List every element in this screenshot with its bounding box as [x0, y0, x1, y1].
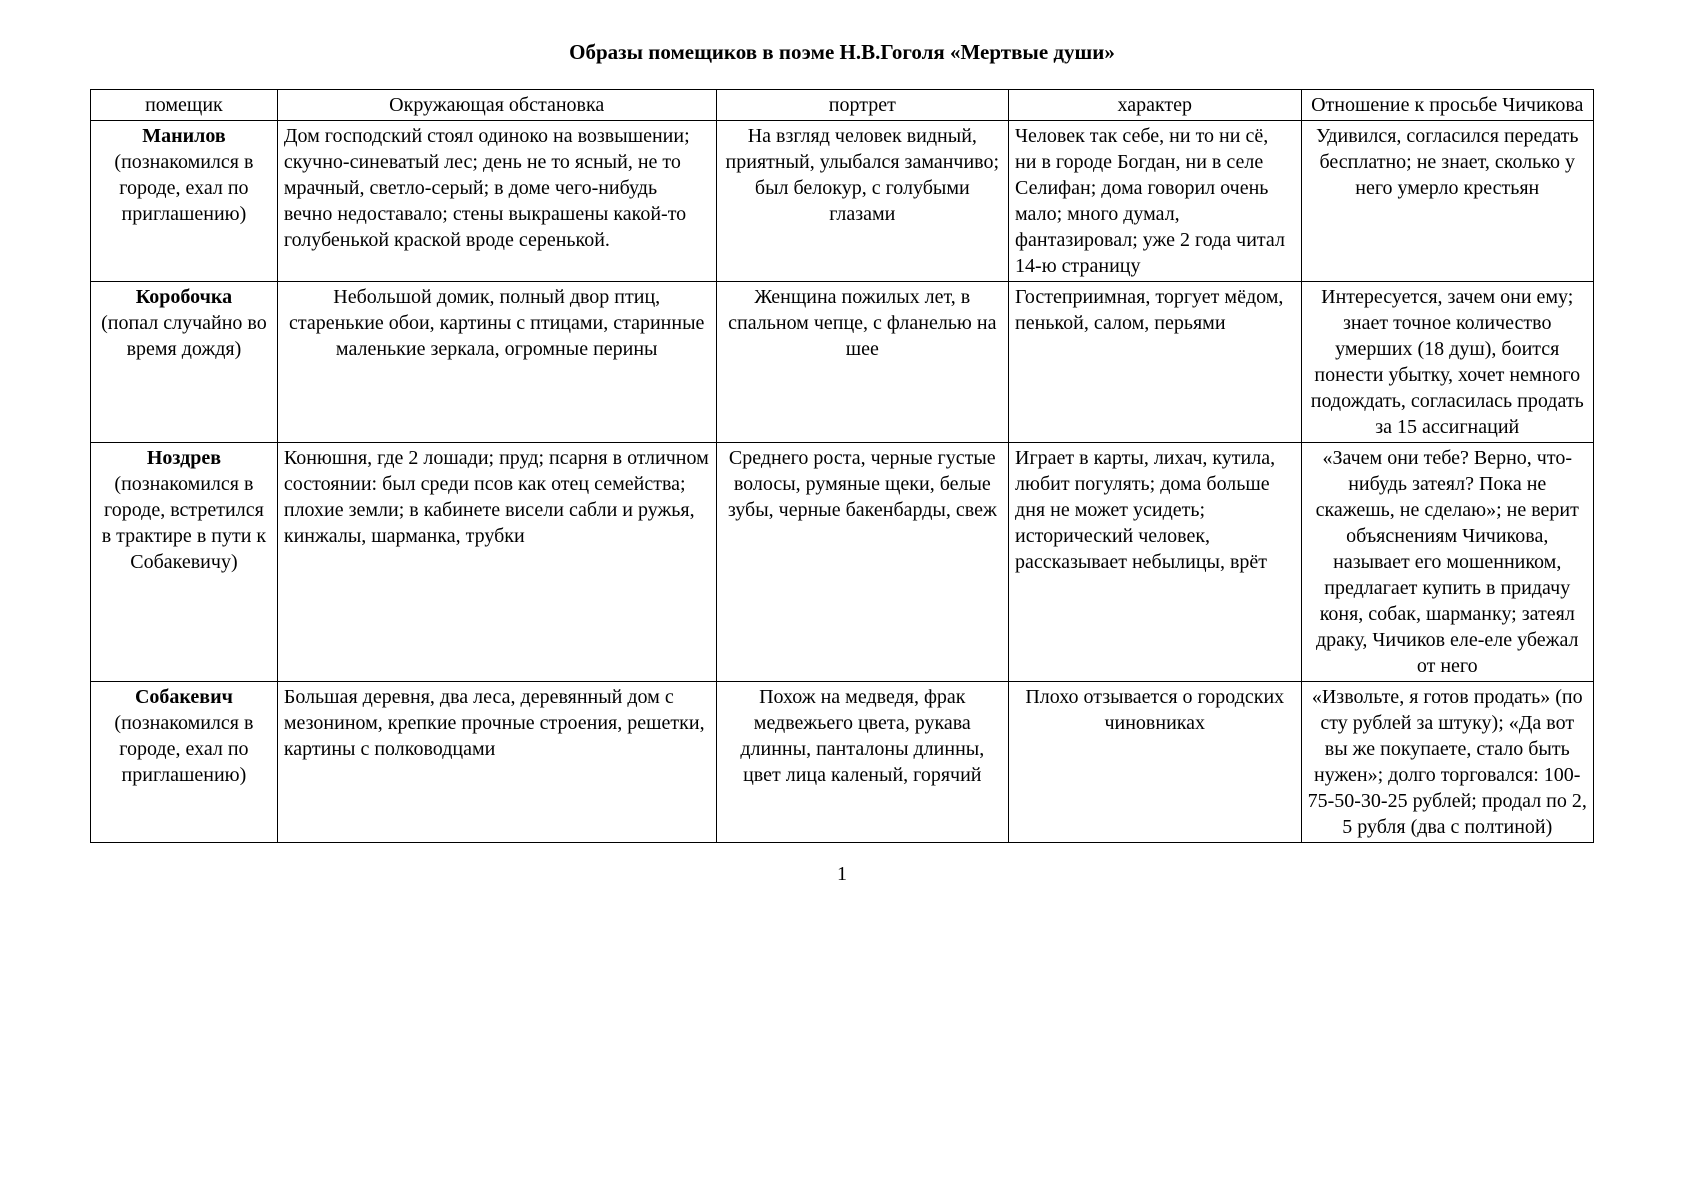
cell-setting: Небольшой домик, полный двор птиц, старе…	[277, 282, 716, 443]
table-row: Ноздрев (познакомился в городе, встретил…	[91, 443, 1594, 682]
landlords-table: помещик Окружающая обстановка портрет ха…	[90, 89, 1594, 843]
landlord-name: Коробочка	[136, 286, 232, 308]
landlord-context: (познакомился в городе, ехал по приглаше…	[114, 712, 253, 786]
col-header-attitude: Отношение к просьбе Чичикова	[1301, 90, 1594, 121]
cell-portrait: Похож на медведя, фрак медвежьего цвета,…	[716, 682, 1008, 843]
landlord-context: (познакомился в городе, встретился в тра…	[102, 473, 266, 573]
table-row: Манилов (познакомился в городе, ехал по …	[91, 121, 1594, 282]
table-row: Коробочка (попал случайно во время дождя…	[91, 282, 1594, 443]
table-body: Манилов (познакомился в городе, ехал по …	[91, 121, 1594, 843]
col-header-character: характер	[1009, 90, 1301, 121]
cell-portrait: Женщина пожилых лет, в спальном чепце, с…	[716, 282, 1008, 443]
cell-attitude: Интересуется, зачем они ему; знает точно…	[1301, 282, 1594, 443]
cell-character: Гостеприимная, торгует мёдом, пенькой, с…	[1009, 282, 1301, 443]
landlord-context: (познакомился в городе, ехал по приглаше…	[114, 151, 253, 225]
landlord-name: Собакевич	[135, 686, 233, 708]
cell-setting: Большая деревня, два леса, деревянный до…	[277, 682, 716, 843]
col-header-setting: Окружающая обстановка	[277, 90, 716, 121]
cell-setting: Дом господский стоял одиноко на возвышен…	[277, 121, 716, 282]
col-header-portrait: портрет	[716, 90, 1008, 121]
landlord-context: (попал случайно во время дождя)	[101, 312, 267, 360]
page-title: Образы помещиков в поэме Н.В.Гоголя «Мер…	[90, 40, 1594, 65]
landlord-name: Ноздрев	[147, 447, 221, 469]
cell-character: Играет в карты, лихач, кутила, любит пог…	[1009, 443, 1301, 682]
table-header-row: помещик Окружающая обстановка портрет ха…	[91, 90, 1594, 121]
page-number: 1	[90, 863, 1594, 886]
landlord-name: Манилов	[142, 125, 225, 147]
cell-portrait: Среднего роста, черные густые волосы, ру…	[716, 443, 1008, 682]
cell-character: Плохо отзывается о городских чиновниках	[1009, 682, 1301, 843]
table-row: Собакевич (познакомился в городе, ехал п…	[91, 682, 1594, 843]
cell-attitude: Удивился, согласился передать бесплатно;…	[1301, 121, 1594, 282]
cell-portrait: На взгляд человек видный, приятный, улыб…	[716, 121, 1008, 282]
cell-character: Человек так себе, ни то ни сё, ни в горо…	[1009, 121, 1301, 282]
cell-setting: Конюшня, где 2 лошади; пруд; псарня в от…	[277, 443, 716, 682]
col-header-landlord: помещик	[91, 90, 278, 121]
cell-attitude: «Извольте, я готов продать» (по сту рубл…	[1301, 682, 1594, 843]
cell-attitude: «Зачем они тебе? Верно, что-нибудь затея…	[1301, 443, 1594, 682]
